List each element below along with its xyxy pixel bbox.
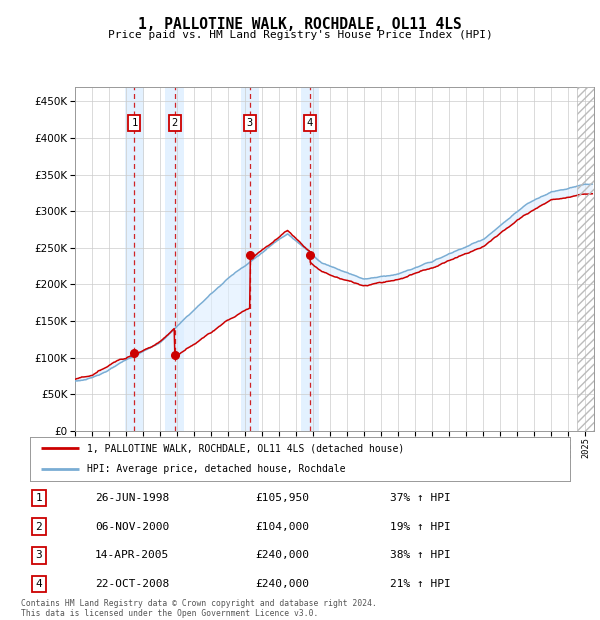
Text: 14-APR-2005: 14-APR-2005 bbox=[95, 551, 169, 560]
Bar bbox=[241, 87, 259, 431]
Text: 1, PALLOTINE WALK, ROCHDALE, OL11 4LS (detached house): 1, PALLOTINE WALK, ROCHDALE, OL11 4LS (d… bbox=[86, 443, 404, 453]
Text: 19% ↑ HPI: 19% ↑ HPI bbox=[389, 521, 451, 531]
Text: 3: 3 bbox=[35, 551, 43, 560]
Text: 26-JUN-1998: 26-JUN-1998 bbox=[95, 493, 169, 503]
Text: 4: 4 bbox=[35, 579, 43, 589]
Text: £105,950: £105,950 bbox=[255, 493, 309, 503]
Text: 22-OCT-2008: 22-OCT-2008 bbox=[95, 579, 169, 589]
Text: £240,000: £240,000 bbox=[255, 551, 309, 560]
Bar bbox=[165, 87, 184, 431]
Text: 2: 2 bbox=[35, 521, 43, 531]
Text: Contains HM Land Registry data © Crown copyright and database right 2024.
This d: Contains HM Land Registry data © Crown c… bbox=[21, 599, 377, 618]
Text: HPI: Average price, detached house, Rochdale: HPI: Average price, detached house, Roch… bbox=[86, 464, 345, 474]
Text: £240,000: £240,000 bbox=[255, 579, 309, 589]
Text: 3: 3 bbox=[247, 118, 253, 128]
Text: 4: 4 bbox=[307, 118, 313, 128]
Text: Price paid vs. HM Land Registry's House Price Index (HPI): Price paid vs. HM Land Registry's House … bbox=[107, 30, 493, 40]
Text: 2: 2 bbox=[172, 118, 178, 128]
Text: 21% ↑ HPI: 21% ↑ HPI bbox=[389, 579, 451, 589]
Text: 06-NOV-2000: 06-NOV-2000 bbox=[95, 521, 169, 531]
Text: £104,000: £104,000 bbox=[255, 521, 309, 531]
Text: 1: 1 bbox=[35, 493, 43, 503]
Text: 1, PALLOTINE WALK, ROCHDALE, OL11 4LS: 1, PALLOTINE WALK, ROCHDALE, OL11 4LS bbox=[138, 17, 462, 32]
Text: 38% ↑ HPI: 38% ↑ HPI bbox=[389, 551, 451, 560]
Bar bbox=[125, 87, 144, 431]
Bar bbox=[301, 87, 319, 431]
Text: 1: 1 bbox=[131, 118, 137, 128]
Text: 37% ↑ HPI: 37% ↑ HPI bbox=[389, 493, 451, 503]
